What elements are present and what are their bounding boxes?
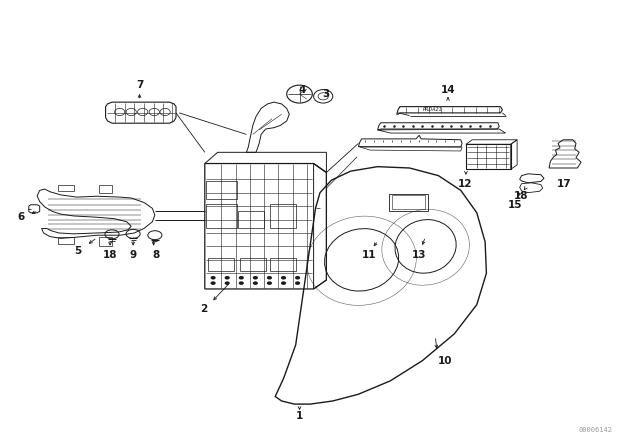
- Bar: [58, 237, 74, 244]
- Bar: [206, 181, 237, 199]
- Circle shape: [267, 276, 272, 280]
- Text: 12: 12: [458, 179, 472, 189]
- Bar: [270, 258, 296, 271]
- Text: 5: 5: [74, 246, 82, 256]
- Circle shape: [295, 281, 300, 285]
- Text: 7: 7: [136, 80, 143, 90]
- Circle shape: [239, 281, 244, 285]
- Text: 3: 3: [323, 89, 330, 99]
- Circle shape: [295, 276, 300, 280]
- Text: 8: 8: [152, 250, 159, 260]
- Circle shape: [253, 276, 258, 280]
- Circle shape: [211, 281, 216, 285]
- Bar: [208, 258, 234, 271]
- Text: 10: 10: [438, 356, 452, 366]
- Bar: [99, 185, 112, 193]
- Text: 13: 13: [412, 250, 426, 260]
- Circle shape: [225, 281, 230, 285]
- Circle shape: [253, 281, 258, 285]
- Text: 6: 6: [17, 212, 25, 222]
- Text: 4: 4: [298, 85, 306, 95]
- Text: 15: 15: [508, 200, 522, 210]
- Text: 18: 18: [103, 250, 117, 260]
- Circle shape: [267, 281, 272, 285]
- Bar: [240, 258, 266, 271]
- Bar: [270, 204, 296, 228]
- Text: 18: 18: [514, 191, 528, 201]
- Text: 14: 14: [441, 85, 455, 95]
- Text: 00006142: 00006142: [578, 427, 612, 433]
- Circle shape: [281, 281, 286, 285]
- Circle shape: [225, 276, 230, 280]
- Text: 17: 17: [557, 179, 572, 189]
- Text: 9: 9: [129, 250, 137, 260]
- Bar: [206, 204, 237, 228]
- Text: 11: 11: [362, 250, 376, 260]
- Text: 2: 2: [200, 304, 207, 314]
- Circle shape: [211, 276, 216, 280]
- Bar: [238, 211, 264, 228]
- Bar: [392, 195, 425, 209]
- Circle shape: [239, 276, 244, 280]
- Bar: [99, 237, 112, 246]
- Bar: [58, 185, 74, 191]
- Bar: [389, 194, 428, 211]
- Circle shape: [281, 276, 286, 280]
- Text: PRDA21: PRDA21: [422, 107, 442, 112]
- Text: 1: 1: [296, 411, 303, 421]
